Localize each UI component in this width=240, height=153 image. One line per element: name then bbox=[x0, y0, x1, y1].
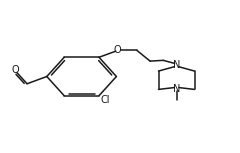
Text: O: O bbox=[114, 45, 121, 55]
Text: O: O bbox=[12, 65, 19, 75]
Text: N: N bbox=[173, 84, 180, 94]
Text: Cl: Cl bbox=[101, 95, 110, 104]
Text: N: N bbox=[173, 60, 180, 70]
